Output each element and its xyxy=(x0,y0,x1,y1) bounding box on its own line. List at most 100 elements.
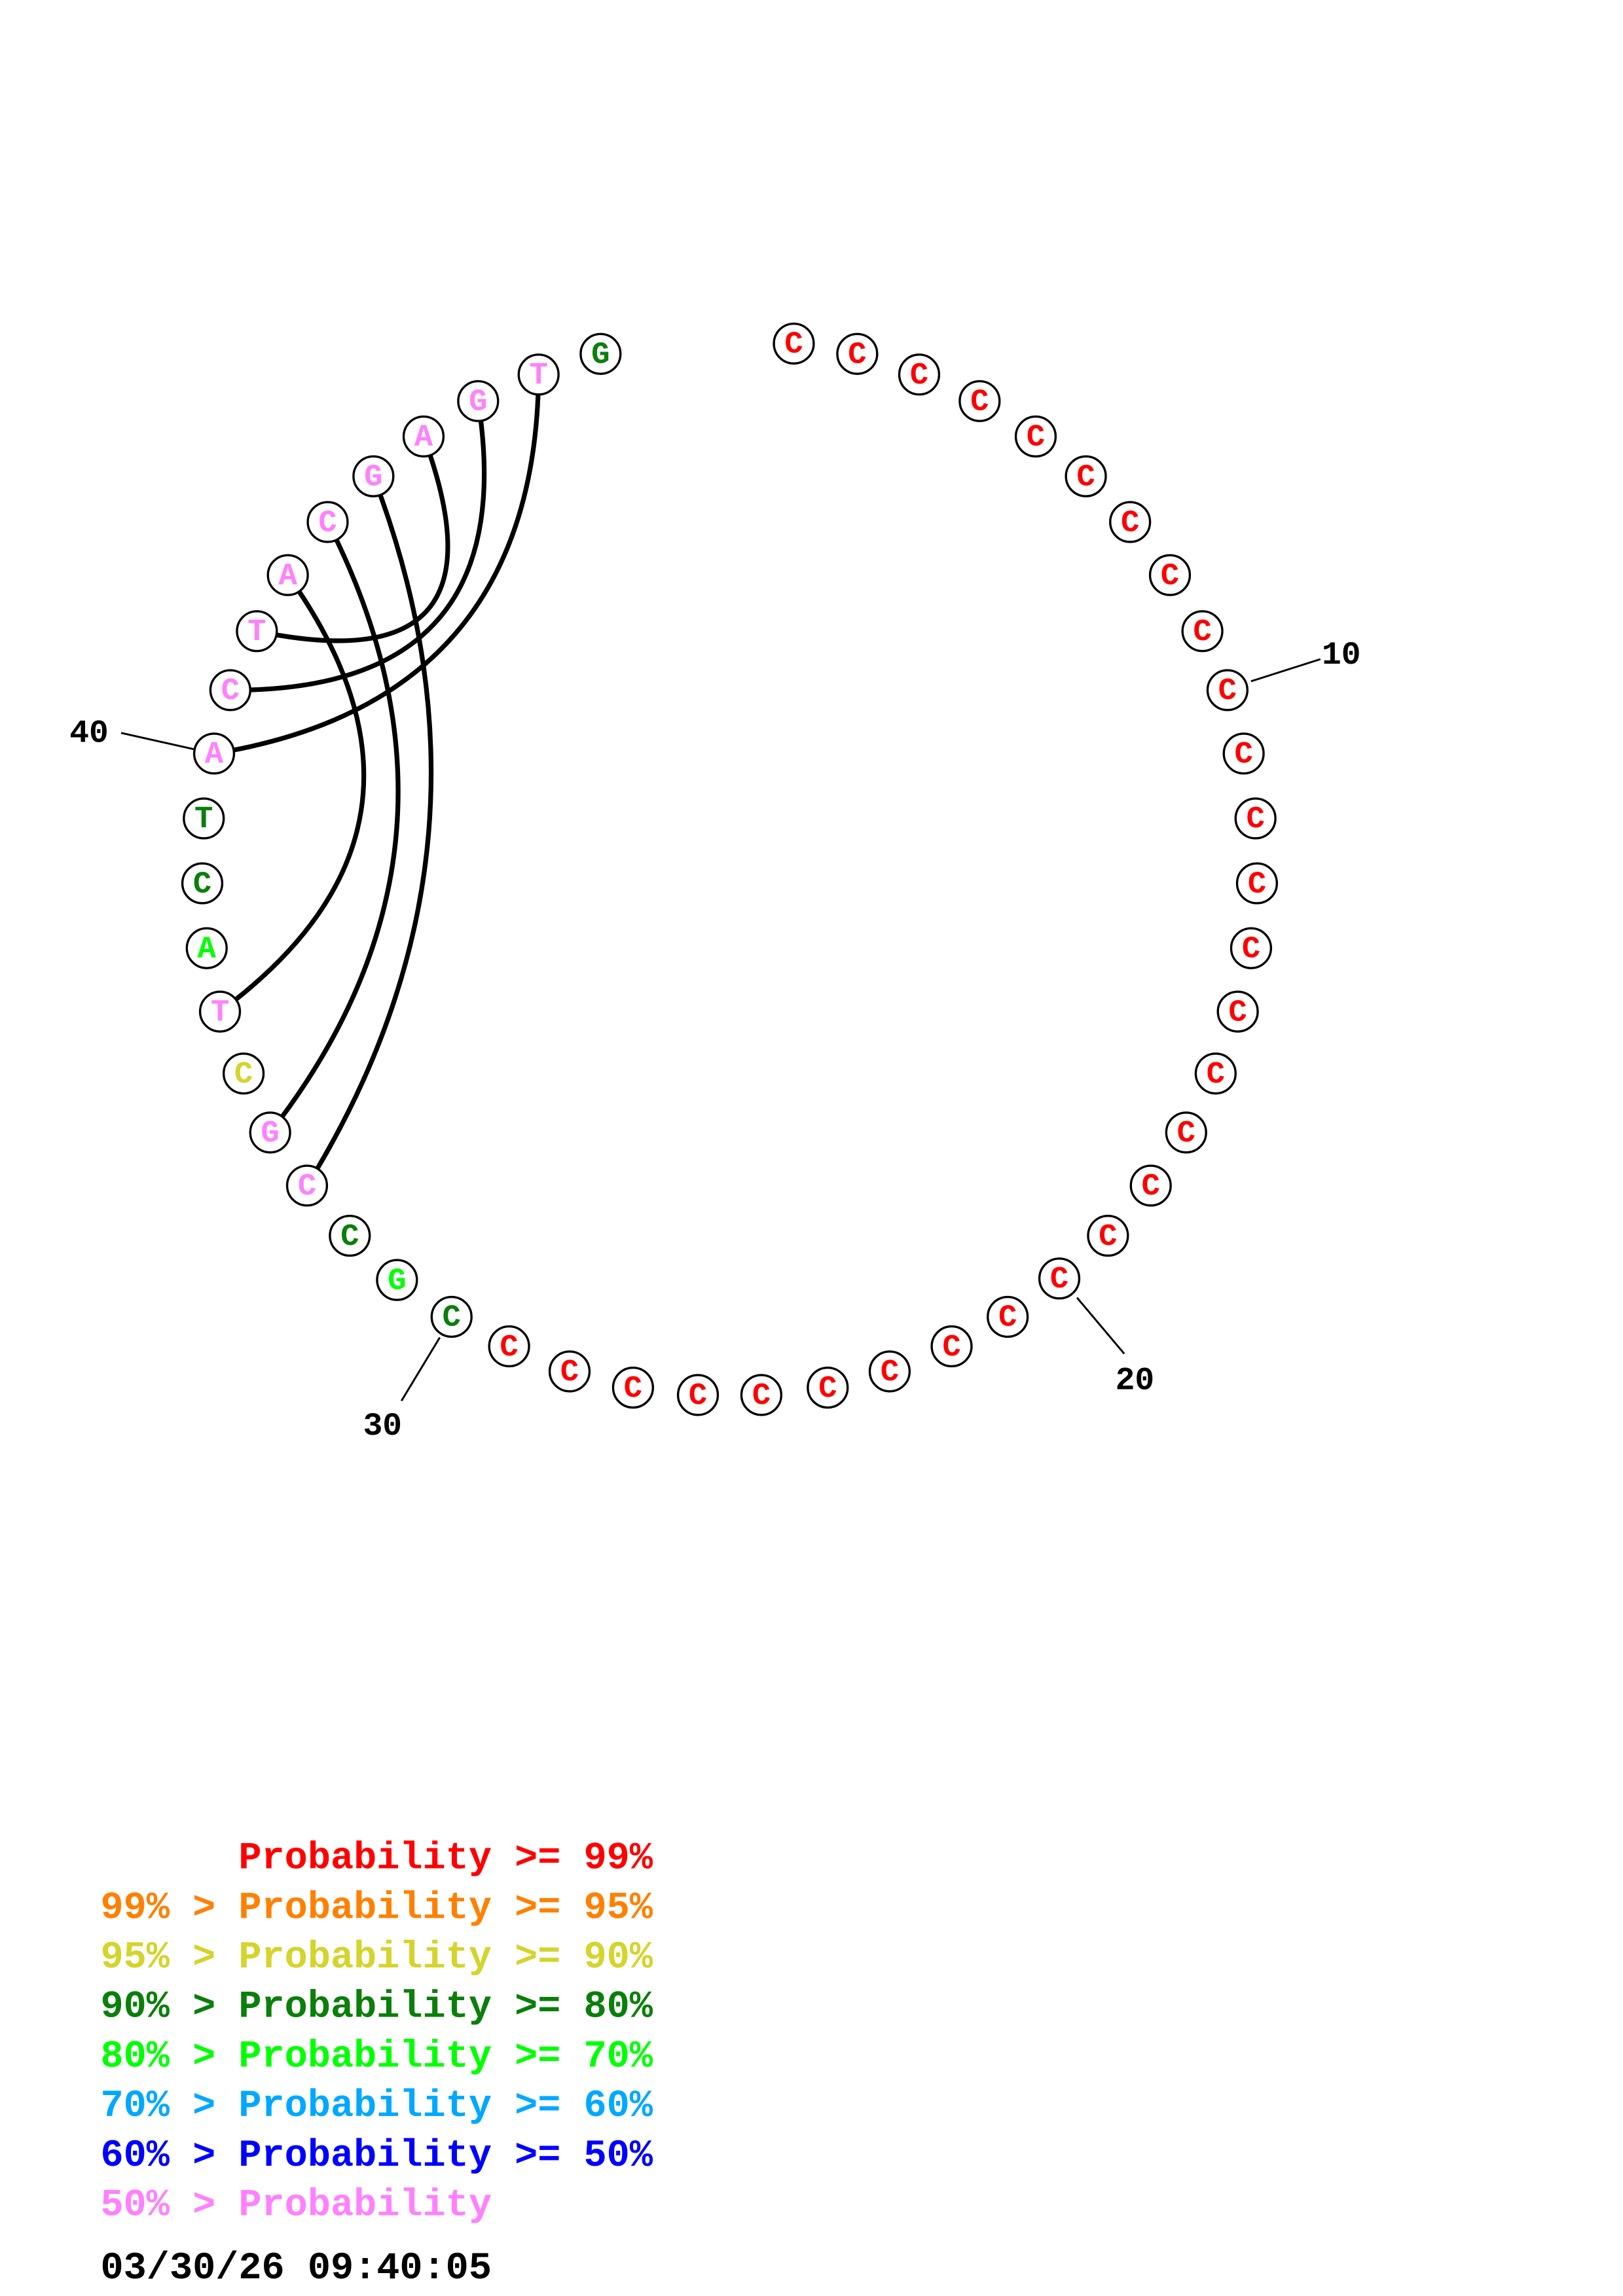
nucleotide-letter: C xyxy=(1142,1170,1160,1204)
nucleotide-circle xyxy=(548,1350,591,1393)
nucleotide-circle xyxy=(987,1295,1029,1338)
nucleotide: A xyxy=(402,415,445,458)
nucleotide-circle xyxy=(1087,1214,1129,1257)
nucleotide-letter: C xyxy=(998,1301,1017,1336)
nucleotide: C xyxy=(987,1295,1029,1338)
nucleotide: A xyxy=(192,732,236,775)
nucleotide-circle xyxy=(579,332,622,375)
nucleotide-circle xyxy=(192,732,236,775)
nucleotide-circle xyxy=(1235,862,1279,905)
nucleotide: C xyxy=(488,1325,530,1368)
legend-entry: 95% > Probability >= 90% xyxy=(101,1935,653,1979)
nucleotide-circle xyxy=(488,1325,530,1368)
nucleotide-letter: C xyxy=(910,359,928,393)
nucleotide-circle xyxy=(209,669,251,711)
nucleotide-letter: T xyxy=(529,359,547,393)
nucleotide-circle xyxy=(1216,990,1259,1033)
nucleotide-circle xyxy=(807,1367,849,1409)
nucleotide-circle xyxy=(611,1367,654,1409)
nucleotide-letter: T xyxy=(247,615,266,650)
nucleotide-circle xyxy=(1230,927,1273,969)
nucleotide-letter: G xyxy=(591,338,610,372)
nucleotide-circle xyxy=(1109,501,1152,543)
base-pair-arc xyxy=(256,435,450,643)
nucleotide-letter: A xyxy=(205,738,224,772)
nucleotide-letter: C xyxy=(1076,460,1095,495)
nucleotide-letter: C xyxy=(318,506,337,541)
nucleotide-letter: T xyxy=(211,996,229,1030)
position-tick-line xyxy=(400,1336,441,1402)
position-label: 20 xyxy=(1116,1362,1154,1399)
nucleotide: C xyxy=(1230,927,1273,969)
nucleotide: C xyxy=(1038,1257,1081,1300)
nucleotide-letter: C xyxy=(340,1220,359,1255)
nucleotide-letter: C xyxy=(1050,1263,1068,1297)
nucleotide-letter: C xyxy=(1193,615,1211,650)
nucleotide-circle xyxy=(1165,1111,1207,1154)
position-label: 40 xyxy=(69,715,108,751)
nucleotide: C xyxy=(181,862,224,905)
nucleotide: T xyxy=(236,610,278,653)
nucleotide-letter: A xyxy=(278,559,297,594)
nucleotide-circle xyxy=(1014,415,1057,458)
nucleotide-letter: C xyxy=(1242,932,1260,967)
nucleotide: G xyxy=(352,455,395,497)
nucleotide-circle xyxy=(1222,732,1265,775)
nucleotide-letter: C xyxy=(1234,738,1252,772)
base-pair-arc xyxy=(218,573,367,1014)
nucleotide-letter: C xyxy=(881,1355,899,1390)
nucleotide-circle xyxy=(285,1164,329,1207)
nucleotide-circle xyxy=(181,862,224,905)
nucleotide-circle xyxy=(740,1374,783,1416)
nucleotide: C xyxy=(1109,501,1152,543)
nucleotide: C xyxy=(1165,1111,1207,1154)
nucleotide: C xyxy=(1014,415,1057,458)
nucleotide: G xyxy=(457,380,500,422)
nucleotide-letter: C xyxy=(1228,996,1247,1030)
nucleotide-circle xyxy=(236,610,278,653)
nucleotide-circle xyxy=(329,1214,371,1257)
nucleotide-letter: G xyxy=(469,386,487,420)
nucleotide-circle xyxy=(773,322,815,365)
nucleotide-letter: C xyxy=(234,1058,253,1092)
timestamp: 03/30/26 09:40:05 xyxy=(101,2246,492,2290)
nucleotide: C xyxy=(836,332,879,375)
position-tick-line xyxy=(1076,1297,1125,1355)
nucleotide-circle xyxy=(430,1295,473,1338)
nucleotide-circle xyxy=(1206,669,1249,711)
nucleotide: C xyxy=(548,1350,591,1393)
nucleotide-letter: C xyxy=(1207,1058,1225,1092)
nucleotide: C xyxy=(930,1325,973,1368)
base-pair-arc xyxy=(230,401,487,693)
nucleotide: G xyxy=(376,1259,418,1301)
nucleotide-letter: A xyxy=(198,932,217,967)
nucleotide: C xyxy=(898,353,941,396)
nucleotide: T xyxy=(183,797,225,840)
nucleotide-circle xyxy=(898,353,941,396)
nucleotide-circle xyxy=(457,380,500,422)
nucleotide: C xyxy=(740,1374,783,1416)
nucleotide-letter: C xyxy=(1121,506,1139,541)
nucleotide-letter: C xyxy=(193,867,211,902)
probability-legend: Probability >= 99% 99% > Probability >= 9… xyxy=(101,1837,653,2227)
nucleotide: C xyxy=(1065,455,1107,497)
nucleotide-letter: C xyxy=(1177,1117,1195,1151)
nucleotide: C xyxy=(1129,1164,1172,1207)
base-pair-arc xyxy=(268,520,401,1134)
nucleotide-letter: A xyxy=(414,421,433,456)
nucleotide: C xyxy=(1216,990,1259,1033)
nucleotide-letter: C xyxy=(689,1379,707,1414)
position-label: 30 xyxy=(363,1408,402,1444)
nucleotide-circle xyxy=(376,1259,418,1301)
nucleotide-circle xyxy=(402,415,445,458)
nucleotide-circle xyxy=(930,1325,973,1368)
nucleotide: C xyxy=(611,1367,654,1409)
legend-entry: 90% > Probability >= 80% xyxy=(101,1985,653,2029)
nucleotide-letter: C xyxy=(1248,867,1266,902)
legend-entry: Probability >= 99% xyxy=(101,1837,653,1880)
nucleotide-letter: C xyxy=(1246,802,1264,837)
nucleotide: C xyxy=(329,1214,371,1257)
nucleotide-circle xyxy=(1234,797,1277,840)
nucleotide: G xyxy=(249,1111,291,1154)
